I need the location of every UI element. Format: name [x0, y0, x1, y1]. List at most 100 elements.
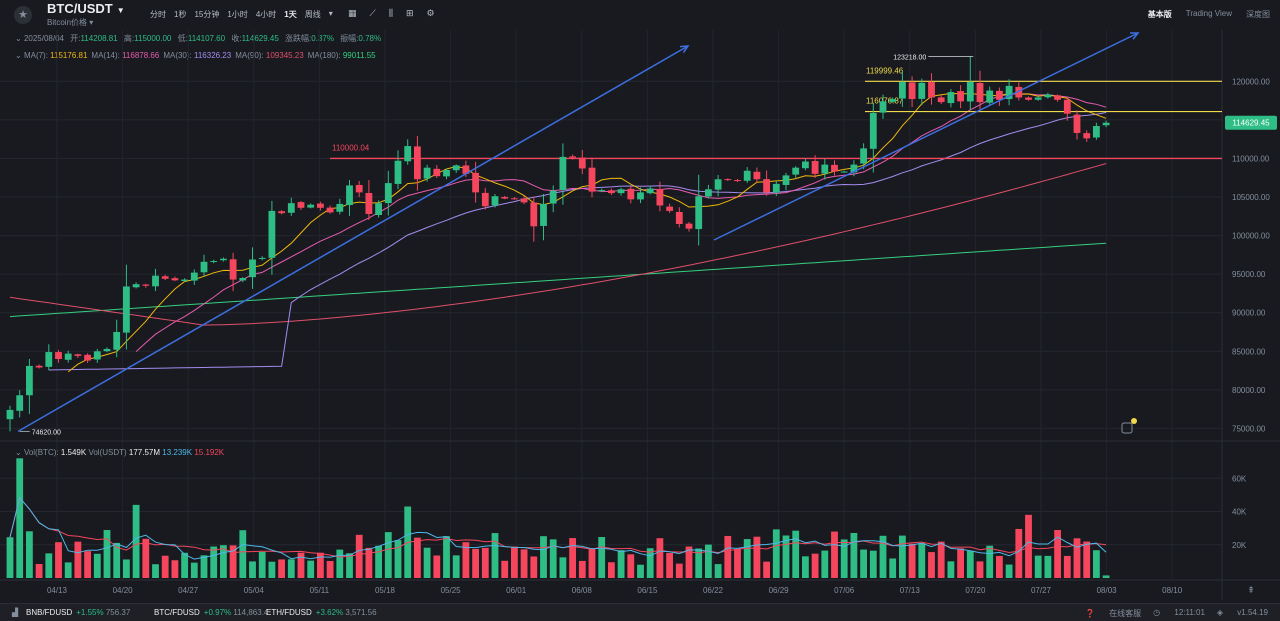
calendar-icon[interactable]	[1121, 422, 1133, 434]
ma-label-0: MA(7):	[23, 51, 51, 60]
ma30-line	[48, 112, 1107, 371]
ohlc-amplitude: 0.78%	[358, 34, 382, 43]
volume-bar	[64, 562, 72, 578]
alert-dot-icon[interactable]	[1131, 418, 1137, 424]
interval-tab-6[interactable]: 周线	[304, 10, 321, 19]
y-tick-label: 105000.00	[1232, 193, 1270, 202]
indicator-icon[interactable]: ▦	[348, 8, 357, 18]
interval-tab-5[interactable]: 1天	[284, 10, 297, 19]
line-label: 116076.87	[866, 97, 904, 106]
candle	[598, 190, 606, 192]
volume-bar	[617, 550, 625, 578]
volume-bar	[840, 539, 848, 578]
status-ticker[interactable]: BNB/FDUSD +1.55% 756.37	[26, 608, 131, 617]
volume-bar	[889, 558, 897, 578]
x-tick-label: 07/13	[900, 586, 921, 595]
volume-bar	[501, 560, 509, 578]
candle	[831, 164, 838, 172]
star-icon[interactable]: ★	[14, 6, 32, 24]
candle	[394, 160, 402, 184]
view-tab-0[interactable]: 基本版	[1147, 10, 1172, 19]
x-tick-label: 06/22	[703, 586, 724, 595]
candle	[802, 161, 809, 169]
candle	[152, 275, 159, 287]
draw-icon[interactable]: ⟋	[369, 8, 376, 18]
volume-bar	[966, 550, 974, 578]
y-tick-label: 85000.00	[1232, 347, 1266, 356]
support-link[interactable]: ❓ 在线客服	[1084, 609, 1142, 618]
volume-bar	[258, 551, 266, 578]
interval-tab-2[interactable]: 15分钟	[194, 10, 220, 19]
candle	[608, 190, 615, 194]
volume-bar	[637, 564, 644, 578]
volume-bar	[1005, 564, 1013, 578]
volume-bar	[996, 555, 1003, 578]
candle	[307, 204, 315, 208]
candle	[588, 167, 596, 192]
candle	[1005, 85, 1013, 100]
interval-tab-3[interactable]: 1小时	[227, 10, 248, 19]
candle	[501, 196, 509, 199]
ma-legend: ⌄ MA(7): 115176.81 MA(14): 116878.66 MA(30…	[15, 51, 380, 60]
vol-tick-label: 20K	[1232, 541, 1247, 550]
candle-type-icon[interactable]: ⫼	[388, 8, 393, 18]
settings-icon[interactable]: ⚙	[426, 8, 435, 18]
volume-bar	[423, 547, 431, 578]
interval-more-icon[interactable]: ▾	[328, 9, 333, 18]
candle	[210, 261, 218, 263]
status-ticker[interactable]: ETH/FDUSD +3.62% 3,571.56	[266, 608, 377, 617]
volume-bar	[753, 536, 761, 578]
candle	[685, 223, 693, 229]
view-tab-1[interactable]: Trading View	[1185, 9, 1232, 18]
volume-bar	[472, 548, 479, 578]
volume-bar	[811, 553, 819, 578]
arrow-head-icon	[679, 45, 690, 54]
status-ticker[interactable]: BTC/FDUSD +0.97% 114,863.4	[154, 608, 269, 617]
line-label: 119999.46	[866, 66, 904, 75]
ma-label-2: MA(30):	[163, 51, 194, 60]
candle	[103, 348, 111, 352]
status-bar: ▟ BNB/FDUSD +1.55% 756.37 BTC/FDUSD +0.97% …	[0, 603, 1280, 621]
candle	[1102, 122, 1110, 126]
volume-bar	[1083, 541, 1091, 578]
ohlc-change: 0.37%	[311, 34, 334, 43]
volume-bar	[394, 540, 402, 578]
candle	[433, 168, 441, 177]
collapse-icon[interactable]: ⌄	[15, 34, 24, 43]
ma-value-4: 99011.55	[342, 51, 376, 60]
price-chart[interactable]: 120000.00 115000.00 110000.00 105000.00 1000…	[0, 0, 1280, 600]
ma180-line	[9, 242, 1107, 318]
volume-bar	[937, 541, 945, 578]
ma-label-1: MA(14):	[91, 51, 123, 60]
x-tick-label: 05/04	[244, 586, 265, 595]
layout-icon[interactable]: ⊞	[405, 8, 414, 18]
view-tab-2[interactable]: 深度图	[1246, 10, 1270, 19]
candle	[35, 365, 43, 368]
candle	[123, 286, 130, 333]
interval-tab-0[interactable]: 分时	[150, 10, 166, 19]
volume-bar	[365, 547, 373, 578]
collapse-icon[interactable]: ⌄	[15, 51, 24, 60]
candle	[84, 354, 91, 361]
volume-bar	[569, 538, 576, 578]
volume-bar	[656, 538, 664, 578]
chevron-down-icon: ▼	[116, 6, 125, 15]
trend-line-1[interactable]	[17, 45, 689, 433]
x-tick-label: 08/10	[1162, 586, 1183, 595]
trend-line-2[interactable]	[713, 32, 1139, 241]
x-tick-label: 07/06	[834, 586, 855, 595]
symbol-selector[interactable]: BTC/USDT ▼	[47, 1, 125, 16]
axis-settings-icon[interactable]: ⇞	[1247, 586, 1255, 596]
collapse-icon[interactable]: ⌄	[15, 448, 24, 457]
candle	[1063, 99, 1071, 114]
candle	[190, 272, 198, 281]
volume-bar	[734, 549, 741, 578]
candle	[986, 90, 994, 103]
volume-bar	[297, 552, 305, 578]
vol-ma-line-1	[9, 496, 1107, 560]
volume-bar	[55, 542, 62, 578]
x-tick-label: 06/15	[637, 586, 658, 595]
interval-tab-4[interactable]: 4小时	[255, 10, 277, 19]
candle	[530, 202, 538, 227]
interval-tab-1[interactable]: 1秒	[174, 10, 187, 19]
